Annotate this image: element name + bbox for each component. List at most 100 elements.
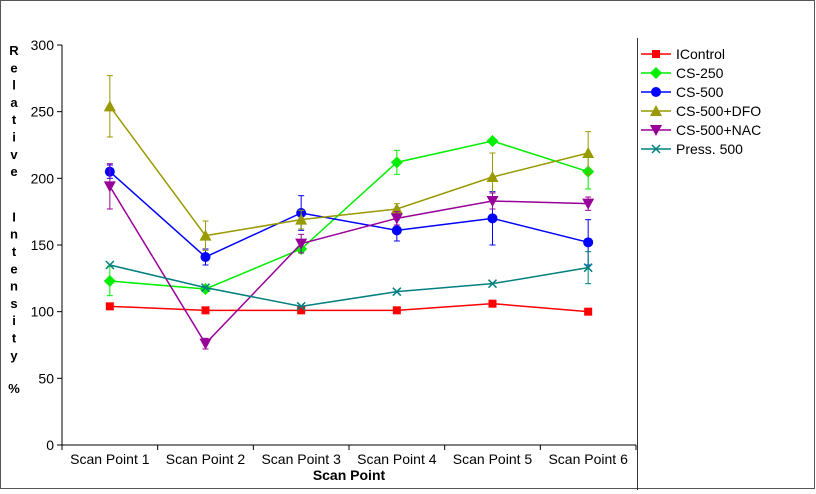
- y-tick-label: 50: [38, 370, 54, 386]
- y-axis-title-letter: y: [10, 348, 18, 363]
- legend-label: CS-250: [676, 65, 724, 81]
- data-point: [486, 135, 499, 147]
- data-point: [391, 225, 402, 236]
- legend-marker: [652, 50, 660, 58]
- data-point: [390, 156, 403, 169]
- x-tick-label: Scan Point 4: [357, 451, 437, 467]
- legend-label: IControl: [676, 46, 725, 62]
- legend-item: IControl: [641, 46, 725, 62]
- series-line: [109, 105, 589, 237]
- legend-item: CS-500+DFO: [641, 103, 761, 119]
- data-point: [582, 198, 595, 210]
- legend-marker: [650, 67, 662, 79]
- y-axis-title-letter: e: [10, 164, 17, 179]
- data-point: [103, 275, 116, 287]
- data-point: [486, 196, 499, 207]
- data-point: [488, 299, 497, 308]
- data-point: [297, 306, 306, 315]
- series-line: [109, 171, 589, 258]
- data-point: [487, 213, 498, 224]
- data-point: [103, 100, 116, 112]
- legend-marker: [650, 105, 662, 116]
- data-point: [200, 283, 211, 293]
- y-axis-title-letter: R: [9, 43, 19, 58]
- legend-label: CS-500+DFO: [676, 103, 761, 119]
- x-tick-label: Scan Point 5: [453, 451, 533, 467]
- legend-marker: [651, 87, 661, 97]
- data-point: [200, 252, 211, 262]
- axes: [61, 45, 636, 446]
- data-point: [392, 287, 402, 297]
- y-axis-title-letter: t: [12, 112, 17, 127]
- legend-marker: [651, 144, 661, 154]
- y-axis-ticks: 0 50 100 150 200 250 300: [31, 37, 62, 453]
- y-tick-label: 300: [31, 37, 55, 53]
- data-point: [295, 213, 308, 225]
- y-tick-label: 200: [31, 170, 55, 186]
- data-point: [583, 263, 593, 273]
- x-tick-label: Scan Point 1: [70, 451, 150, 467]
- y-axis-title-letter: %: [8, 381, 20, 396]
- data-point: [201, 306, 210, 315]
- series-line: [109, 185, 589, 345]
- data-point: [199, 338, 212, 350]
- x-tick-label: Scan Point 6: [548, 451, 628, 467]
- data-point: [296, 301, 306, 311]
- legend-item: CS-500: [641, 84, 724, 100]
- legend-label: CS-500+NAC: [676, 122, 761, 138]
- data-point: [199, 229, 212, 241]
- data-point: [582, 147, 595, 158]
- y-axis-title-letter: n: [10, 279, 18, 294]
- data-point: [103, 181, 116, 193]
- legend-marker: [650, 125, 662, 136]
- y-axis-title-letter: s: [10, 296, 17, 311]
- series-icontrol: [105, 299, 593, 316]
- series-line: [109, 302, 589, 313]
- y-axis-title-letter: a: [10, 95, 18, 110]
- series-line: [109, 264, 589, 308]
- data-point: [295, 238, 308, 250]
- x-tick-label: Scan Point 2: [166, 451, 246, 467]
- y-tick-label: 150: [31, 237, 55, 253]
- legend-divider: [637, 38, 812, 490]
- y-axis-title-letter: i: [12, 313, 16, 328]
- x-axis-title: Scan Point: [313, 467, 386, 483]
- data-point: [105, 260, 115, 270]
- y-axis-title-letter: t: [12, 331, 17, 346]
- legend-item: CS-250: [641, 65, 724, 81]
- series-cs-500-nac: [103, 163, 595, 350]
- data-point: [390, 213, 403, 225]
- legend-label: CS-500: [676, 84, 724, 100]
- y-axis-title-letter: n: [10, 227, 18, 242]
- legend-item: CS-500+NAC: [641, 122, 761, 138]
- series-cs-500-dfo: [103, 75, 595, 251]
- y-axis-title-letter: v: [10, 147, 18, 162]
- y-axis-title-letter: l: [12, 78, 16, 93]
- x-axis-ticks: Scan Point 1 Scan Point 2 Scan Point 3 Scan…: [61, 445, 637, 467]
- data-point: [583, 237, 594, 248]
- y-tick-label: 0: [46, 437, 54, 453]
- data-point: [105, 302, 114, 311]
- y-axis-title-letter: i: [12, 130, 16, 145]
- legend-label: Press. 500: [676, 141, 743, 157]
- y-axis-title-letter: I: [12, 209, 16, 224]
- legend-item: Press. 500: [641, 141, 743, 157]
- data-point: [199, 283, 212, 295]
- y-axis-title-letter: e: [10, 60, 17, 75]
- series-cs-250: [103, 135, 595, 297]
- data-point: [486, 171, 499, 182]
- y-axis-title-letter: t: [12, 244, 17, 259]
- data-point: [392, 306, 401, 315]
- y-tick-label: 250: [31, 104, 55, 120]
- x-tick-label: Scan Point 3: [261, 451, 341, 467]
- series-line: [109, 140, 589, 290]
- series-press-500: [105, 251, 593, 311]
- legend: IControl CS-250 CS-500 CS-500+DFO CS-500+NAC…: [641, 46, 761, 157]
- plot-area: [103, 75, 595, 350]
- data-point: [584, 307, 593, 316]
- y-axis-title-letter: e: [10, 261, 17, 276]
- data-point: [487, 279, 498, 289]
